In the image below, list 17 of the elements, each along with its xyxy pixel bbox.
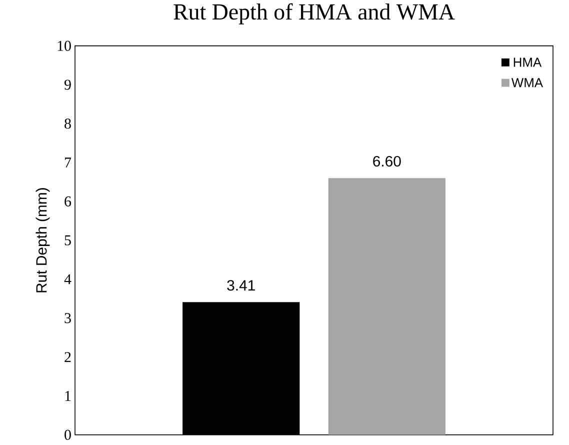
y-tick-label: 2 [64,352,71,362]
chart-title: Rut Depth of HMA and WMA [174,3,455,24]
y-tick-label: 0 [64,430,71,440]
y-tick-label: 8 [64,118,71,129]
y-tick-label: 10 [58,40,71,51]
y-tick-label: 1 [65,391,71,401]
data-label: 3.41 [227,280,255,291]
legend-label: WMA [511,78,544,88]
y-tick-label: 6 [64,196,72,207]
data-label: 6.60 [373,156,401,167]
y-tick-label: 9 [64,80,71,90]
y-axis-title: Rut Depth (mm) [36,188,50,292]
y-tick-label: 5 [64,235,71,246]
y-tick-label: 4 [64,274,72,284]
legend-label: HMA [514,58,542,67]
y-tick-label: 7 [64,158,72,168]
y-tick-label: 3 [64,313,71,324]
